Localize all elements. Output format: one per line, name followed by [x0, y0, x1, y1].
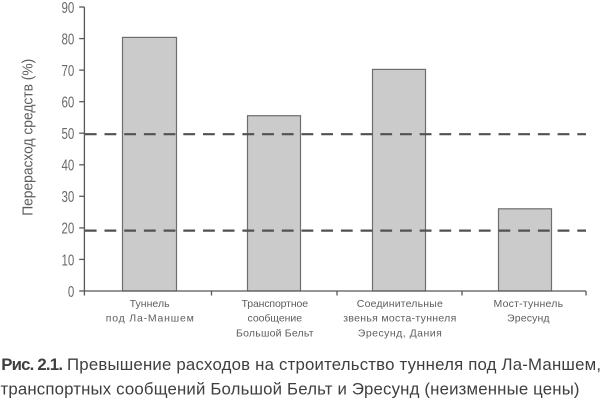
svg-text:Перерасход средств (%): Перерасход средств (%) — [20, 59, 37, 216]
svg-text:Эресунд: Эресунд — [507, 313, 550, 325]
svg-text:Мост-туннель: Мост-туннель — [494, 298, 564, 310]
svg-text:90: 90 — [61, 0, 74, 16]
svg-text:0: 0 — [68, 282, 75, 300]
svg-text:20: 20 — [61, 219, 74, 237]
svg-text:Туннель: Туннель — [130, 298, 171, 310]
svg-text:Большой Бельт: Большой Бельт — [236, 328, 314, 340]
svg-text:Соединительные: Соединительные — [357, 298, 443, 310]
svg-text:Транспортное: Транспортное — [242, 298, 309, 310]
svg-text:60: 60 — [61, 93, 74, 111]
svg-text:70: 70 — [61, 61, 74, 79]
svg-text:сообщение: сообщение — [248, 313, 303, 325]
svg-text:Эресунд, Дания: Эресунд, Дания — [358, 328, 442, 340]
svg-text:звенья моста-туннеля: звенья моста-туннеля — [343, 313, 456, 325]
svg-text:Рис. 2.1. Превышение расходов: Рис. 2.1. Превышение расходов на строите… — [1, 355, 600, 374]
svg-text:30: 30 — [61, 187, 74, 205]
svg-text:80: 80 — [61, 29, 74, 47]
svg-text:транспортных сообщений Большой: транспортных сообщений Большой Бельт и Э… — [1, 380, 580, 399]
svg-text:40: 40 — [61, 156, 74, 174]
svg-text:50: 50 — [61, 124, 74, 142]
svg-text:10: 10 — [61, 250, 74, 268]
svg-text:под Ла-Маншем: под Ла-Маншем — [106, 313, 194, 325]
